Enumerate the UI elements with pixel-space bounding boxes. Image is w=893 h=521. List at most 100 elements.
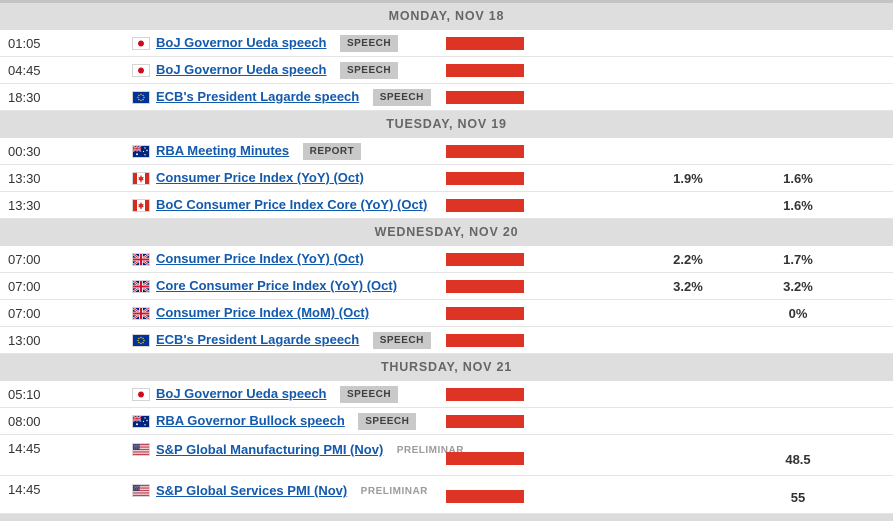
event-link[interactable]: BoJ Governor Ueda speech: [156, 62, 327, 77]
event-link[interactable]: ECB's President Lagarde speech: [156, 332, 360, 347]
event-cell: BoJ Governor Ueda speech SPEECH: [156, 34, 446, 52]
impact-bar: [446, 171, 524, 185]
event-row: 01:05 BoJ Governor Ueda speech SPEECH: [0, 30, 893, 57]
event-link[interactable]: Core Consumer Price Index (YoY) (Oct): [156, 278, 398, 293]
event-link[interactable]: Consumer Price Index (YoY) (Oct): [156, 251, 364, 266]
event-time: 13:00: [8, 332, 41, 348]
day-header: THURSDAY, NOV 21: [0, 354, 893, 381]
event-link[interactable]: S&P Global Manufacturing PMI (Nov): [156, 442, 384, 457]
impact-bar: [446, 333, 524, 347]
event-value-2: 55: [790, 490, 806, 505]
event-tag-badge: REPORT: [302, 143, 362, 160]
event-link[interactable]: RBA Meeting Minutes: [156, 143, 290, 158]
impact-bar-cell: [446, 90, 633, 104]
event-tag-badge: PRELIMINAR: [360, 486, 428, 497]
event-link[interactable]: Consumer Price Index (MoM) (Oct): [156, 305, 370, 320]
day-header: TUESDAY, NOV 19: [0, 111, 893, 138]
event-link[interactable]: BoJ Governor Ueda speech: [156, 386, 327, 401]
flag-eu-icon: [130, 333, 156, 347]
event-tag-badge: SPEECH: [358, 413, 417, 430]
event-row: 00:30 RBA Meeting Minutes REPORT: [0, 138, 893, 165]
event-value-2: 48.5: [785, 452, 811, 467]
event-tag-badge: SPEECH: [372, 89, 431, 106]
event-value-2: 0%: [788, 305, 808, 321]
flag-uk-icon: [130, 306, 156, 320]
event-cell: S&P Global Manufacturing PMI (Nov) PRELI…: [156, 441, 463, 459]
impact-bar: [446, 414, 524, 428]
flag-japan-icon: [130, 63, 156, 77]
event-value-1: 1.9%: [673, 170, 703, 186]
day-section: MONDAY, NOV 18 01:05 BoJ Governor Ueda s…: [0, 3, 893, 111]
impact-bar: [446, 252, 524, 266]
event-cell: ECB's President Lagarde speech SPEECH: [156, 88, 446, 106]
event-link[interactable]: BoJ Governor Ueda speech: [156, 35, 327, 50]
event-tag-badge: SPEECH: [339, 35, 399, 52]
impact-bar: [446, 198, 524, 212]
event-time: 00:30: [8, 143, 41, 159]
event-time: 01:05: [8, 35, 41, 51]
event-time: 14:45: [8, 441, 41, 456]
event-time: 04:45: [8, 62, 41, 78]
flag-eu-icon: [130, 90, 156, 104]
flag-usa-icon: [130, 484, 156, 497]
event-link[interactable]: RBA Governor Bullock speech: [156, 413, 345, 428]
impact-bar-cell: [446, 36, 633, 50]
impact-bar-cell: [446, 490, 633, 503]
day-section: WEDNESDAY, NOV 20 07:00 Consumer Price I…: [0, 219, 893, 354]
impact-bar-cell: [446, 198, 633, 212]
impact-bar: [446, 452, 524, 465]
flag-japan-icon: [130, 387, 156, 401]
event-time: 14:45: [8, 482, 41, 497]
impact-bar-cell: [446, 63, 633, 77]
impact-bar: [446, 279, 524, 293]
flag-canada-icon: [130, 171, 156, 185]
impact-bar: [446, 490, 524, 503]
impact-bar: [446, 90, 524, 104]
event-value-2: 1.6%: [783, 197, 813, 213]
event-cell: S&P Global Services PMI (Nov) PRELIMINAR: [156, 482, 446, 500]
event-cell: BoC Consumer Price Index Core (YoY) (Oct…: [156, 196, 446, 214]
event-link[interactable]: BoC Consumer Price Index Core (YoY) (Oct…: [156, 197, 428, 212]
event-link[interactable]: S&P Global Services PMI (Nov): [156, 483, 348, 498]
impact-bar-cell: [446, 414, 633, 428]
flag-australia-icon: [130, 144, 156, 158]
day-header: WEDNESDAY, NOV 20: [0, 219, 893, 246]
top-border: [0, 0, 893, 3]
event-time: 05:10: [8, 386, 41, 402]
impact-bar-cell: [446, 387, 633, 401]
event-value-2: 1.6%: [783, 170, 813, 186]
day-section: THURSDAY, NOV 21 05:10 BoJ Governor Ueda…: [0, 354, 893, 514]
event-link[interactable]: ECB's President Lagarde speech: [156, 89, 360, 104]
impact-bar-cell: [446, 171, 633, 185]
flag-canada-icon: [130, 198, 156, 212]
event-row: 05:10 BoJ Governor Ueda speech SPEECH: [0, 381, 893, 408]
next-day-header-partial: [0, 514, 893, 521]
event-link[interactable]: Consumer Price Index (YoY) (Oct): [156, 170, 364, 185]
flag-uk-icon: [130, 279, 156, 293]
event-value-2: 3.2%: [783, 278, 813, 294]
event-time: 13:30: [8, 170, 41, 186]
impact-bar: [446, 306, 524, 320]
event-value-2: 1.7%: [783, 251, 813, 267]
impact-bar-cell: [446, 452, 633, 465]
event-time: 18:30: [8, 89, 41, 105]
flag-uk-icon: [130, 252, 156, 266]
event-value-1: 3.2%: [673, 278, 703, 294]
event-cell: RBA Governor Bullock speech SPEECH: [156, 412, 446, 430]
event-tag-badge: SPEECH: [339, 62, 399, 79]
event-tag-badge: PRELIMINAR: [396, 445, 464, 456]
flag-usa-icon: [130, 443, 156, 456]
day-header: MONDAY, NOV 18: [0, 3, 893, 30]
flag-australia-icon: [130, 414, 156, 428]
event-row: 13:30 BoC Consumer Price Index Core (YoY…: [0, 192, 893, 219]
event-tag-badge: SPEECH: [372, 332, 431, 349]
event-tag-badge: SPEECH: [339, 386, 399, 403]
event-row: 14:45 S&P Global Manufacturing PMI (Nov)…: [0, 435, 893, 476]
event-cell: BoJ Governor Ueda speech SPEECH: [156, 385, 446, 403]
event-row: 13:00 ECB's President Lagarde speech SPE…: [0, 327, 893, 354]
event-row: 07:00 Consumer Price Index (YoY) (Oct) 2…: [0, 246, 893, 273]
event-cell: Core Consumer Price Index (YoY) (Oct): [156, 277, 446, 295]
event-cell: Consumer Price Index (MoM) (Oct): [156, 304, 446, 322]
event-time: 07:00: [8, 305, 41, 321]
impact-bar-cell: [446, 144, 633, 158]
